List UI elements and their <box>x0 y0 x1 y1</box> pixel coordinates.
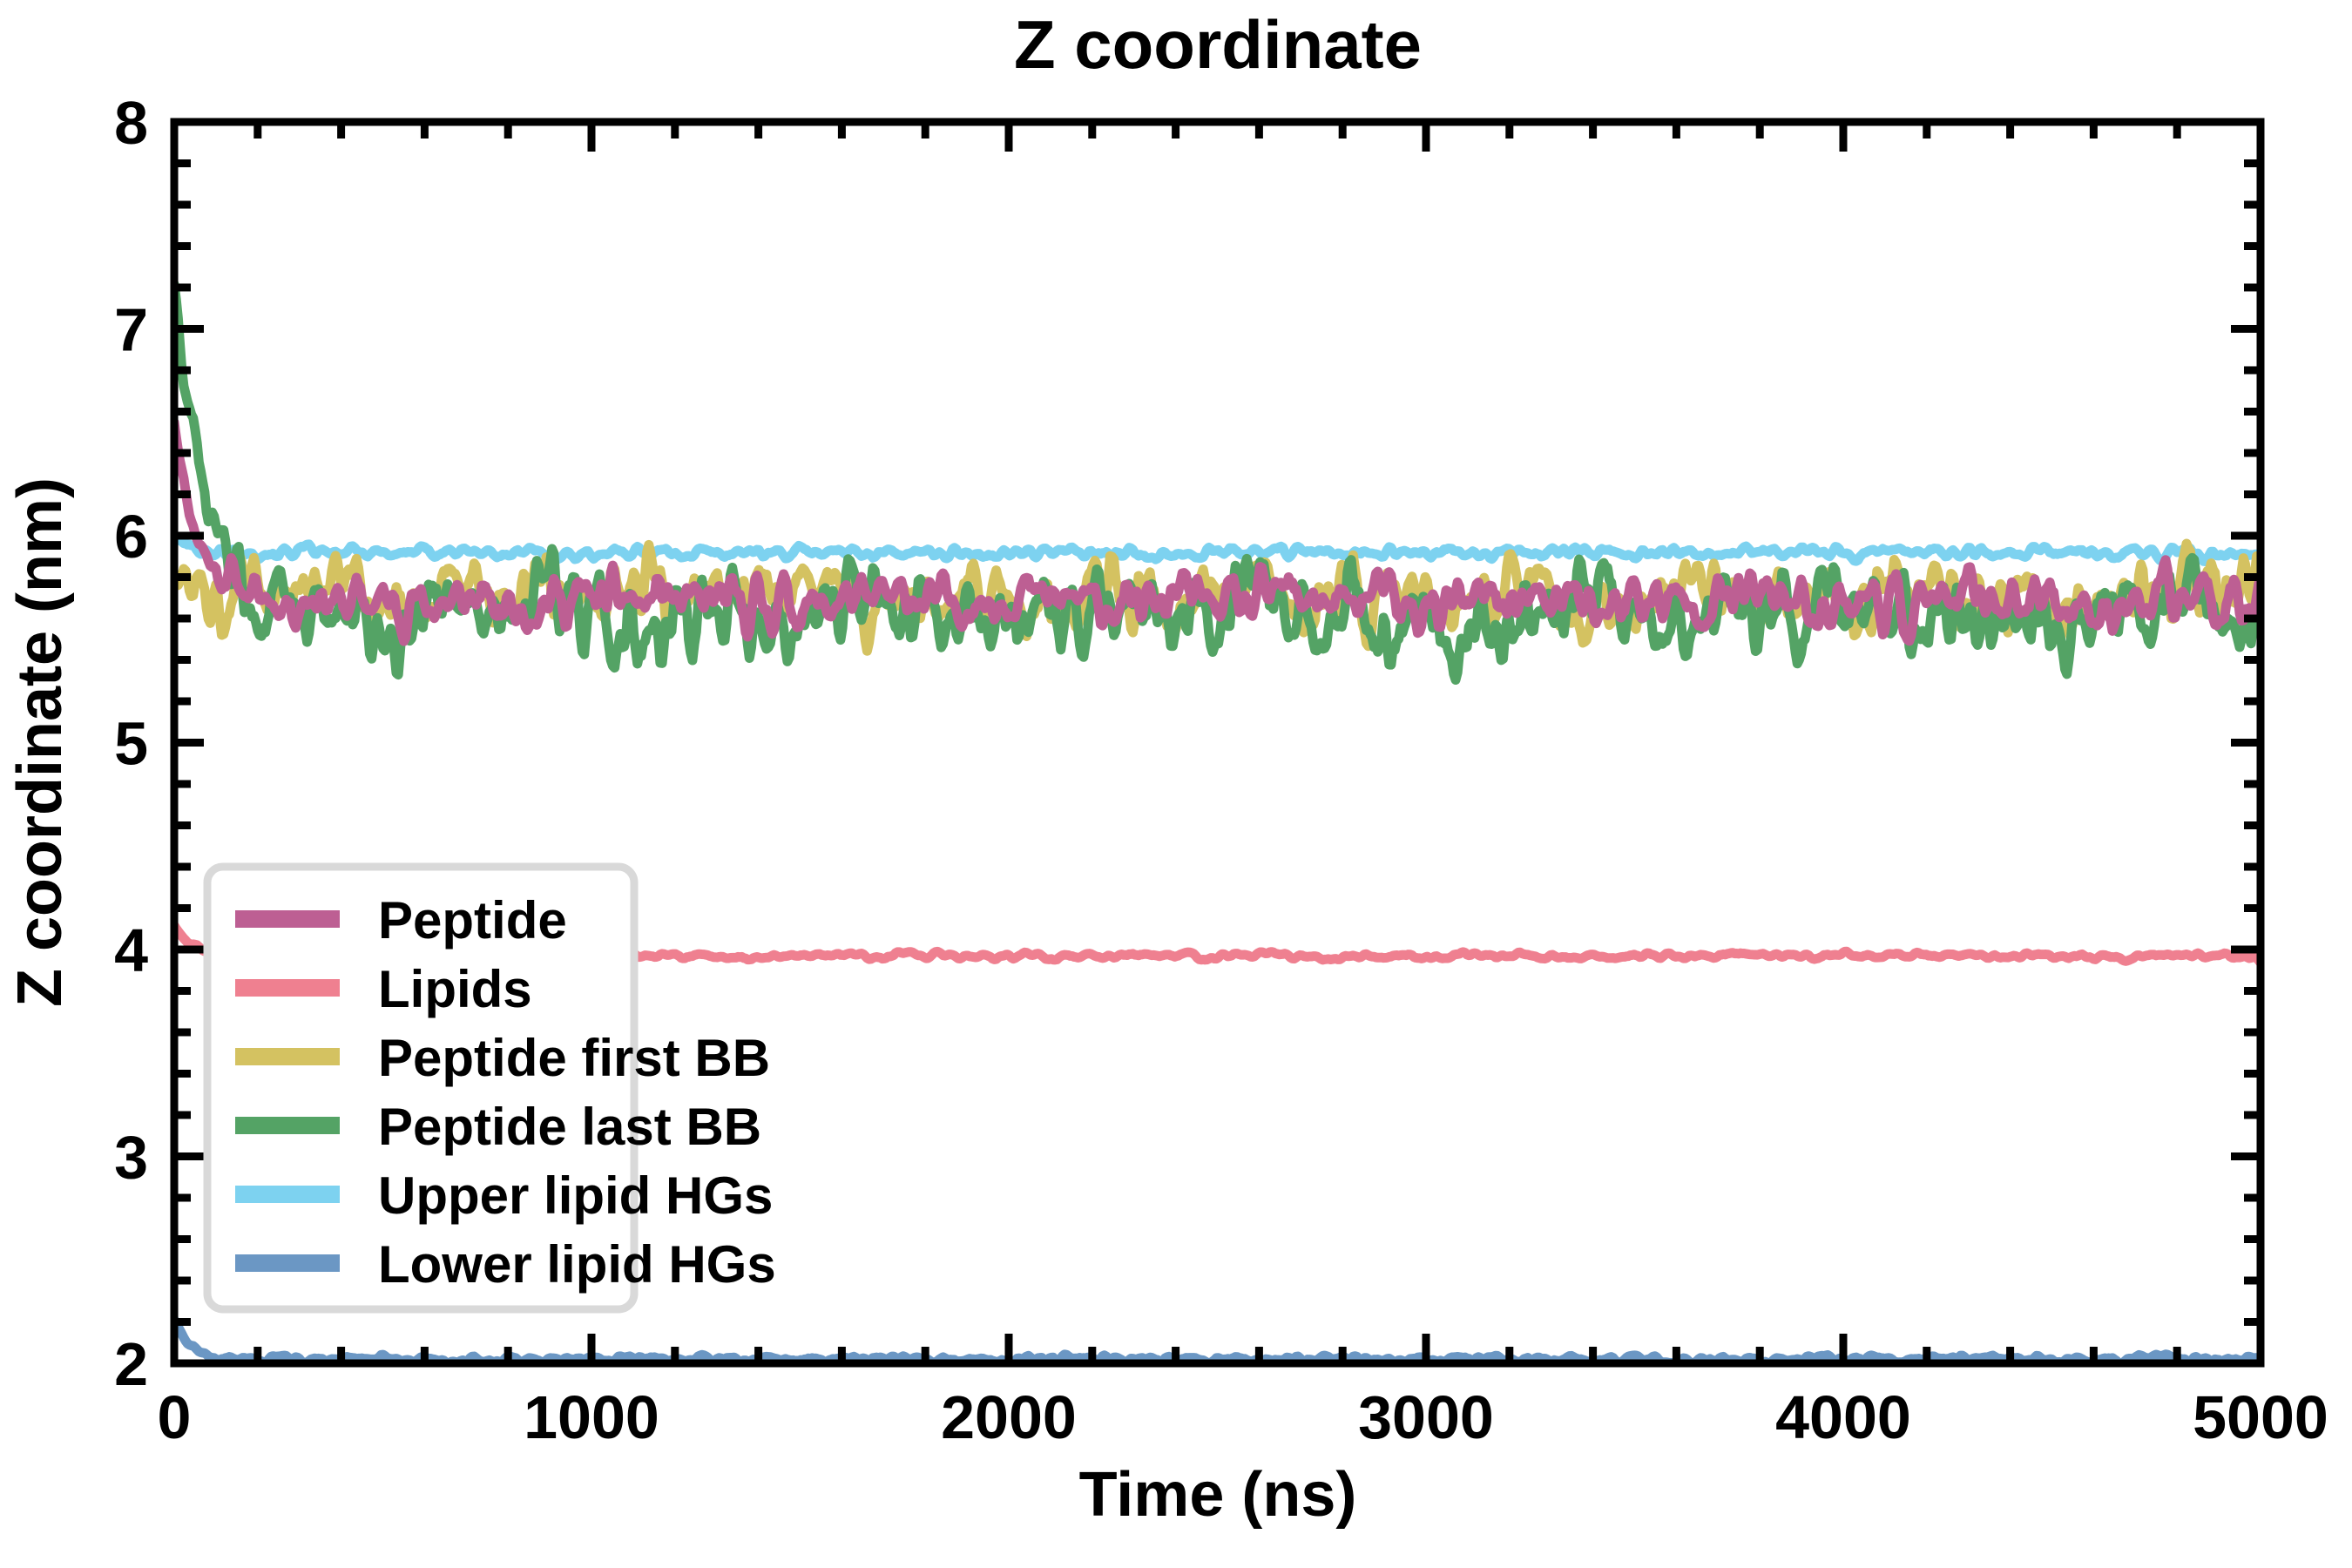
y-tick-label: 3 <box>114 1124 148 1192</box>
legend-swatch <box>235 1186 340 1203</box>
legend-label: Peptide <box>378 891 567 950</box>
chart-legend: Peptide Lipids Peptide first BB Peptide las… <box>203 862 776 1314</box>
x-tick-label: 1000 <box>524 1383 659 1451</box>
legend-label: Lower lipid HGs <box>378 1235 776 1294</box>
tick-labels-layer: 0 1000 2000 3000 4000 5000 2 3 4 5 6 7 8 <box>114 89 2328 1451</box>
legend-item: Peptide first BB <box>235 1029 770 1087</box>
legend-item: Peptide <box>235 891 567 950</box>
legend-swatch <box>235 1048 340 1065</box>
legend-item: Peptide last BB <box>235 1098 761 1156</box>
plot-frame <box>170 118 2265 1368</box>
legend-label: Peptide last BB <box>378 1098 761 1156</box>
legend-swatch <box>235 979 340 997</box>
legend-swatch <box>235 1254 340 1272</box>
legend-swatch <box>235 910 340 928</box>
legend-label: Peptide first BB <box>378 1029 770 1087</box>
legend-item: Upper lipid HGs <box>235 1166 773 1225</box>
y-tick-label: 4 <box>114 916 148 984</box>
x-tick-label: 4000 <box>1775 1383 1911 1451</box>
legend-label: Upper lipid HGs <box>378 1166 773 1225</box>
x-axis-label: Time (ns) <box>1079 1460 1357 1530</box>
y-axis-label: Z coordinate (nm) <box>5 477 75 1007</box>
y-tick-label: 6 <box>114 503 148 571</box>
y-tick-label: 5 <box>114 710 148 778</box>
series-line-peptide <box>174 417 2261 646</box>
legend-label: Lipids <box>378 960 532 1018</box>
legend-swatch <box>235 1117 340 1134</box>
y-tick-label: 7 <box>114 296 148 364</box>
legend-item: Lower lipid HGs <box>235 1235 776 1294</box>
x-tick-label: 0 <box>158 1383 192 1451</box>
legend-item: Lipids <box>235 960 532 1018</box>
x-tick-label: 2000 <box>941 1383 1077 1451</box>
chart-title: Z coordinate <box>1014 6 1422 83</box>
x-tick-label: 5000 <box>2193 1383 2328 1451</box>
y-tick-label: 8 <box>114 89 148 157</box>
series-line-upper-lipid-hgs <box>174 532 2261 567</box>
y-tick-label: 2 <box>114 1330 148 1398</box>
x-tick-label: 3000 <box>1358 1383 1494 1451</box>
